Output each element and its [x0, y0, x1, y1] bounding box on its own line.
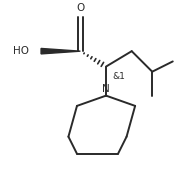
Text: &1: &1 [112, 72, 125, 81]
Text: N: N [102, 84, 110, 94]
Text: O: O [76, 3, 84, 13]
Polygon shape [41, 48, 80, 54]
Text: HO: HO [13, 46, 29, 56]
